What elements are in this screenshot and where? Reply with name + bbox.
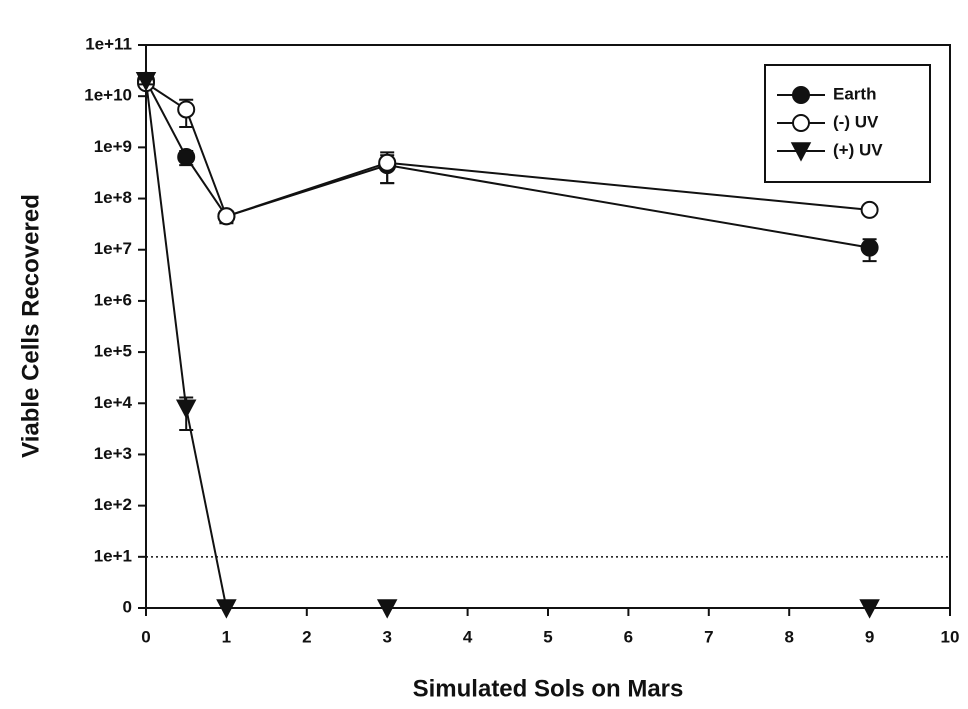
x-axis-label: Simulated Sols on Mars: [413, 675, 684, 702]
series-line: [145, 80, 870, 609]
x-tick-label: 5: [543, 627, 552, 646]
y-tick-label: 1e+9: [94, 137, 132, 156]
y-tick-label: 1e+11: [85, 34, 132, 53]
legend-label: Earth: [833, 84, 876, 103]
x-tick-label: 2: [302, 627, 311, 646]
legend-marker: [792, 86, 810, 104]
x-tick-label: 9: [865, 627, 874, 646]
legend-marker: [792, 114, 810, 132]
x-tick-label: 8: [784, 627, 793, 646]
data-point: [860, 238, 879, 257]
y-tick-label: 1e+8: [94, 188, 132, 207]
x-tick-label: 0: [141, 627, 150, 646]
data-point: [376, 599, 398, 619]
x-tick-label: 10: [941, 627, 960, 646]
y-tick-label: 1e+2: [94, 495, 132, 514]
data-point: [859, 599, 880, 619]
data-point: [860, 200, 879, 219]
x-tick-label: 1: [222, 627, 231, 646]
x-tick-label: 4: [463, 627, 473, 646]
legend-label: (-) UV: [833, 112, 879, 131]
y-tick-label: 1e+4: [94, 393, 133, 412]
y-tick-label: 1e+5: [94, 342, 132, 361]
data-point: [175, 399, 197, 419]
y-tick-label: 1e+7: [94, 239, 132, 258]
y-axis-label: Viable Cells Recovered: [17, 194, 44, 458]
series-line: [145, 82, 870, 218]
x-tick-label: 6: [624, 627, 633, 646]
legend-label: (+) UV: [833, 140, 883, 159]
y-tick-label: 1e+6: [94, 290, 132, 309]
y-tick-label: 1e+1: [94, 546, 132, 565]
legend-marker: [790, 142, 812, 162]
series-line: [145, 80, 870, 249]
data-point: [217, 207, 236, 226]
data-point: [216, 599, 237, 619]
data-point: [177, 147, 196, 166]
data-point: [378, 153, 397, 172]
x-tick-label: 3: [382, 627, 391, 646]
legend-box: [764, 64, 931, 183]
y-tick-label: 1e+3: [94, 444, 132, 463]
x-tick-label: 7: [704, 627, 713, 646]
y-tick-label: 0: [123, 597, 132, 616]
data-point: [135, 72, 157, 92]
y-tick-label: 1e+10: [84, 86, 132, 105]
data-point: [177, 100, 196, 119]
